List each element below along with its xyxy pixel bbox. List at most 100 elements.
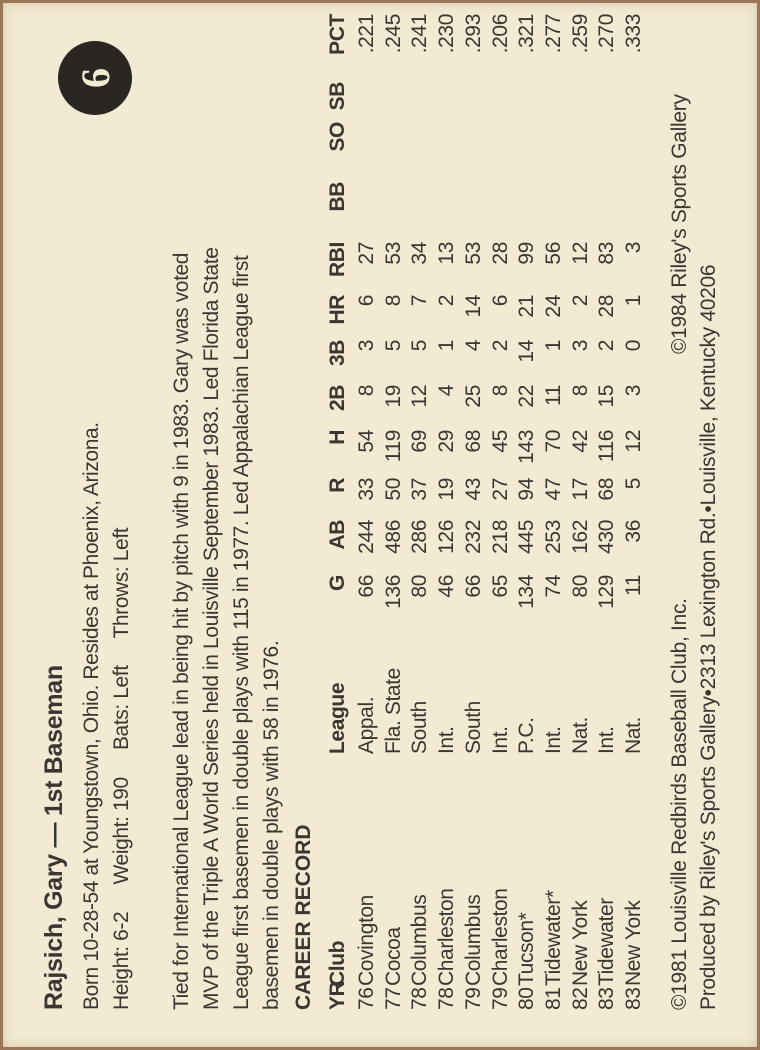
cell-pct: .293 xyxy=(461,14,485,54)
cell-ab: 486 xyxy=(381,520,405,554)
cell-3b: 1 xyxy=(541,340,565,352)
cell-3b: 4 xyxy=(461,340,485,352)
cell-ab: 162 xyxy=(568,520,592,554)
cell-g: 129 xyxy=(595,575,619,609)
note-line: League first basemen in double plays wit… xyxy=(230,255,253,1010)
cell-rbi: 13 xyxy=(435,242,459,265)
cell-r: 19 xyxy=(435,478,459,501)
cell-pct: .245 xyxy=(381,14,405,54)
cell-rbi: 83 xyxy=(595,242,619,265)
cell-pct: .321 xyxy=(515,14,539,54)
cell-h: 54 xyxy=(355,430,378,453)
cell-pct: .277 xyxy=(541,14,565,54)
cell-hr: 2 xyxy=(435,295,459,307)
cell-h: 116 xyxy=(595,430,619,463)
cell-league: Fla. State xyxy=(381,668,405,754)
header-club: Club xyxy=(326,940,349,986)
cell-rbi: 3 xyxy=(622,242,645,254)
cell-pct: .230 xyxy=(435,14,459,54)
producer-line: Produced by Riley's Sports Gallery•2313 … xyxy=(697,264,720,1010)
cell-league: South xyxy=(461,701,485,754)
cell-rbi: 56 xyxy=(541,242,565,265)
table-row: 81 Tidewater* Int. 74 253 47 70 11 1 24 56.277 xyxy=(542,0,568,1050)
cell-3b: 1 xyxy=(435,340,459,352)
cell-ab: 244 xyxy=(355,520,378,554)
cell-r: 27 xyxy=(488,478,512,501)
header-h: H xyxy=(326,430,349,445)
table-row: 80 Tucson* P.C. 134 445 94 143 22 14 21 99 .321 xyxy=(515,0,541,1050)
cell-h: 119 xyxy=(381,430,405,463)
cell-yr: 80 xyxy=(515,987,539,1010)
cell-3b: 2 xyxy=(488,340,512,352)
table-header-row: YR Club League G AB R H 2B 3B HR RBI BB SO SB PCT xyxy=(326,0,352,1050)
cell-3b: 3 xyxy=(568,340,592,352)
cell-club: Columbus xyxy=(461,894,485,986)
cell-rbi: 27 xyxy=(355,242,378,265)
cell-club: Columbus xyxy=(408,894,432,986)
cell-hr: 24 xyxy=(541,295,565,318)
cell-yr: 77 xyxy=(381,987,405,1010)
table-row: 78 Columbus South 80 286 37 69 12 5 7 34 .241 xyxy=(408,0,434,1050)
cell-3b: 5 xyxy=(408,340,432,352)
cell-league: Int. xyxy=(435,726,459,754)
player-title: Rajsich, Gary — 1st Baseman xyxy=(40,665,68,1010)
cell-club: New York xyxy=(568,900,592,986)
header-3b: 3B xyxy=(326,340,349,367)
cell-g: 11 xyxy=(622,575,645,596)
cell-hr: 7 xyxy=(408,295,432,307)
cell-club: Tidewater* xyxy=(541,890,565,986)
cell-league: P.C. xyxy=(515,717,539,754)
cell-rbi: 12 xyxy=(568,242,592,265)
cell-ab: 232 xyxy=(461,520,485,554)
cell-club: Charleston xyxy=(435,888,459,986)
physical-info: Height: 6-2 Weight: 190 Bats: Left Throw… xyxy=(110,527,133,1010)
cell-hr: 21 xyxy=(515,295,539,318)
cell-hr: 2 xyxy=(568,295,592,307)
cell-g: 65 xyxy=(488,575,512,598)
cell-club: Tucson* xyxy=(515,912,539,986)
cell-club: Cocoa xyxy=(381,927,405,986)
cell-g: 46 xyxy=(435,575,459,598)
note-line: basemen in double plays with 58 in 1976. xyxy=(260,640,283,1010)
cell-ab: 36 xyxy=(622,520,645,543)
cell-r: 47 xyxy=(541,478,565,501)
cell-h: 45 xyxy=(488,430,512,453)
cell-league: Int. xyxy=(595,726,619,754)
cell-ab: 126 xyxy=(435,520,459,554)
header-bb: BB xyxy=(326,182,349,212)
cell-g: 136 xyxy=(381,575,405,609)
cell-3b: 0 xyxy=(622,340,645,352)
cell-hr: 8 xyxy=(381,295,405,307)
cell-league: Nat. xyxy=(568,717,592,754)
cell-pct: .259 xyxy=(568,14,592,54)
cell-yr: 78 xyxy=(435,987,459,1010)
card-number-badge: 6 xyxy=(58,41,132,115)
cell-rbi: 99 xyxy=(515,242,539,265)
cell-rbi: 34 xyxy=(408,242,432,265)
cell-hr: 6 xyxy=(355,295,378,307)
cell-yr: 83 xyxy=(622,987,645,1010)
cell-h: 70 xyxy=(541,430,565,453)
cell-g: 80 xyxy=(408,575,432,598)
cell-2b: 12 xyxy=(408,385,432,408)
cell-h: 68 xyxy=(461,430,485,453)
cell-rbi: 53 xyxy=(381,242,405,265)
cell-g: 134 xyxy=(515,575,539,609)
cell-league: Nat. xyxy=(622,717,645,754)
cell-rbi: 53 xyxy=(461,242,485,265)
cell-g: 66 xyxy=(461,575,485,598)
cell-r: 5 xyxy=(622,478,645,490)
cell-h: 42 xyxy=(568,430,592,453)
cell-h: 29 xyxy=(435,430,459,453)
birth-info: Born 10-28-54 at Youngstown, Ohio. Resid… xyxy=(80,422,103,1010)
header-hr: HR xyxy=(326,295,349,325)
header-so: SO xyxy=(326,122,349,152)
career-record-heading: CAREER RECORD xyxy=(292,824,315,1010)
cell-3b: 5 xyxy=(381,340,405,352)
cell-yr: 79 xyxy=(488,987,512,1010)
cell-2b: 11 xyxy=(541,385,565,406)
cell-2b: 19 xyxy=(381,385,405,408)
cell-pct: .241 xyxy=(408,14,432,54)
cell-3b: 14 xyxy=(515,340,539,363)
cell-hr: 14 xyxy=(461,295,485,318)
